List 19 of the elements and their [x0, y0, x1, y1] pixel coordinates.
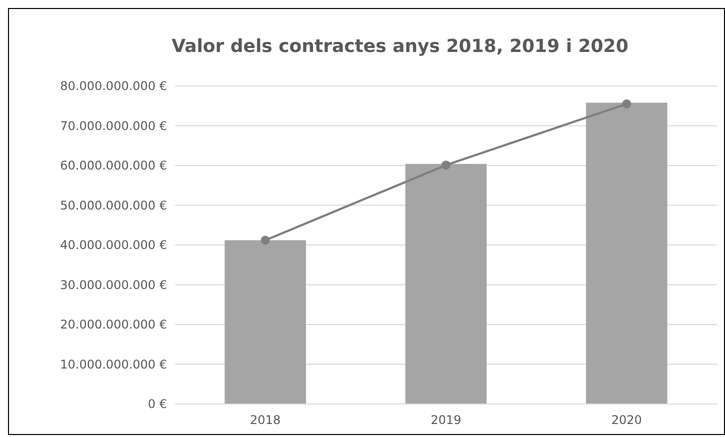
y-tick-label: 0 € — [148, 397, 167, 412]
x-tick-label: 2018 — [250, 413, 281, 427]
y-tick-label: 50.000.000.000 € — [60, 198, 167, 212]
point — [442, 160, 450, 170]
y-tick-label: 80.000.000.000 € — [60, 79, 167, 94]
chart-title: Valor dels contractes anys 2018, 2019 i 2020 — [172, 36, 628, 57]
bar — [224, 240, 306, 404]
y-tick-label: 20.000.000.000 € — [60, 318, 167, 332]
x-tick-label: 2020 — [611, 413, 642, 427]
bar — [586, 102, 668, 404]
y-tick-label: 70.000.000.000 € — [60, 118, 167, 133]
x-tick-label: 2019 — [430, 413, 462, 427]
point — [260, 236, 270, 245]
y-tick-label: 60.000.000.000 € — [60, 158, 167, 173]
point — [622, 99, 632, 108]
y-tick-label: 40.000.000.000 € — [60, 238, 167, 252]
bar — [405, 164, 487, 404]
y-tick-label: 30.000.000.000 € — [60, 278, 167, 292]
y-tick-label: 10.000.000.000 € — [60, 357, 167, 372]
